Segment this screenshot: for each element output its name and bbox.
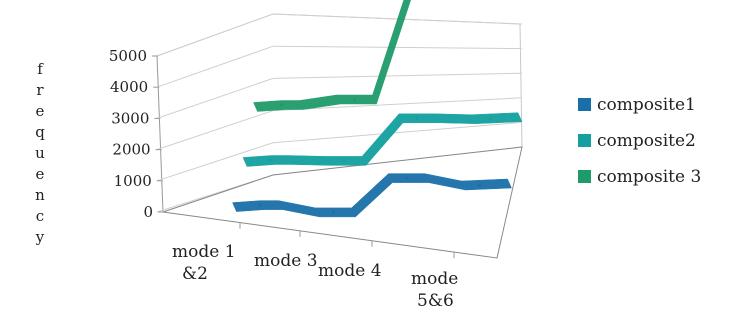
gridline (156, 72, 523, 119)
data-point (280, 103, 283, 107)
floor-plane (162, 146, 523, 259)
y-label-char: e (36, 102, 45, 120)
legend: composite1 composite2 composite 3 (578, 95, 701, 187)
gridline (156, 45, 523, 88)
data-point (259, 203, 262, 207)
legend-swatch (578, 98, 591, 111)
y-tick-label: 0 (143, 203, 153, 221)
data-point (332, 210, 335, 214)
y-label-char: c (36, 207, 44, 225)
y-tick-label: 2000 (112, 141, 150, 159)
x-tick-label: mode 5&6 (411, 269, 458, 311)
series-ribbon-3 (253, 0, 411, 112)
gridline (156, 121, 523, 182)
x-tick-label: mode 4 (318, 261, 382, 281)
series-ribbon-1 (232, 173, 512, 218)
y-tick-label: 3000 (111, 109, 149, 127)
chart-series (232, 0, 523, 218)
y-tick-label: 5000 (109, 47, 147, 65)
legend-swatch (578, 170, 591, 183)
y-label-char: u (35, 144, 45, 162)
y-tick-label: 1000 (114, 172, 152, 190)
y-label-char: y (35, 228, 45, 246)
series-ribbon-2 (242, 112, 523, 167)
legend-label: composite2 (597, 131, 696, 151)
back-wall-right-edge (519, 23, 523, 148)
y-label-char: e (36, 165, 45, 183)
data-point (405, 176, 408, 180)
data-point (415, 116, 419, 120)
y-axis-ticks: 0 1000 2000 3000 4000 5000 (109, 47, 164, 221)
legend-label: composite1 (597, 95, 696, 115)
y-label-char: r (36, 81, 44, 99)
y-tick-label: 4000 (110, 78, 148, 96)
x-tick-label: mode 1 &2 (172, 242, 236, 284)
chart-floor (162, 146, 523, 259)
x-axis-ticks: mode 1 &2 mode 3 mode 4 mode 5&6 (172, 222, 458, 311)
gridline (156, 13, 523, 57)
wall-top-edge (156, 13, 521, 57)
data-point (488, 117, 492, 121)
legend-swatch (578, 134, 591, 147)
y-label-char: f (37, 60, 44, 78)
y-label-char: q (35, 123, 45, 141)
data-point (269, 158, 273, 162)
data-point (353, 98, 356, 101)
legend-label: composite 3 (597, 167, 701, 187)
data-point (342, 159, 346, 163)
y-label-char: n (35, 186, 45, 204)
y-axis-line (156, 55, 164, 213)
data-point (478, 184, 481, 187)
x-tick-label: mode 3 (254, 251, 318, 271)
